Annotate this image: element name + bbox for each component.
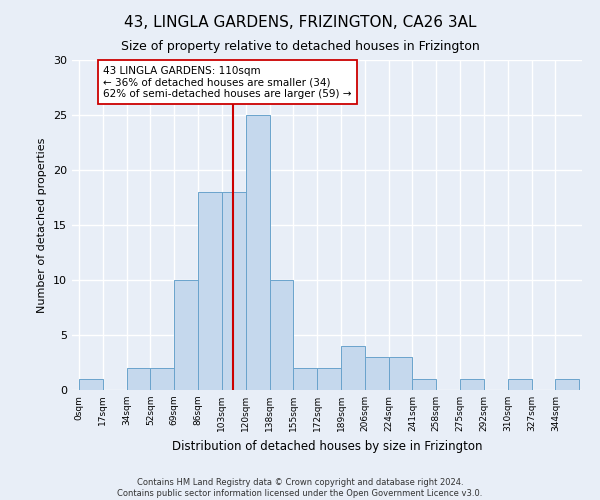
Bar (293, 368, 317, 390)
Bar (412, 379, 436, 390)
Y-axis label: Number of detached properties: Number of detached properties (37, 138, 47, 312)
Bar (246, 115, 269, 390)
Bar (127, 368, 151, 390)
Bar (198, 192, 222, 390)
Text: 43 LINGLA GARDENS: 110sqm
← 36% of detached houses are smaller (34)
62% of semi-: 43 LINGLA GARDENS: 110sqm ← 36% of detac… (103, 66, 352, 98)
Bar (556, 379, 579, 390)
Bar (389, 357, 412, 390)
Bar (151, 368, 174, 390)
Bar (317, 368, 341, 390)
Bar (508, 379, 532, 390)
Text: 43, LINGLA GARDENS, FRIZINGTON, CA26 3AL: 43, LINGLA GARDENS, FRIZINGTON, CA26 3AL (124, 15, 476, 30)
Bar (174, 280, 198, 390)
Bar (460, 379, 484, 390)
Text: Contains HM Land Registry data © Crown copyright and database right 2024.
Contai: Contains HM Land Registry data © Crown c… (118, 478, 482, 498)
Bar (269, 280, 293, 390)
Bar (365, 357, 389, 390)
Text: Size of property relative to detached houses in Frizington: Size of property relative to detached ho… (121, 40, 479, 53)
Bar (341, 346, 365, 390)
Bar (222, 192, 246, 390)
X-axis label: Distribution of detached houses by size in Frizington: Distribution of detached houses by size … (172, 440, 482, 452)
Bar (79, 379, 103, 390)
